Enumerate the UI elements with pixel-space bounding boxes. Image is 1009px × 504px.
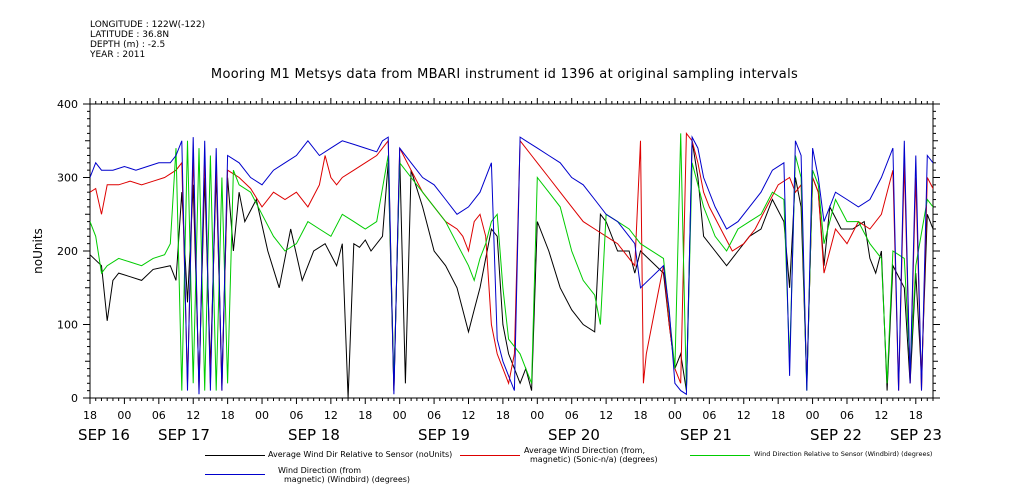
latitude-label: LATITUDE : 36.8N (90, 30, 170, 40)
x-hour-label: 06 (702, 409, 716, 422)
x-hour-label: 12 (186, 409, 200, 422)
legend-label-blue-1: Wind Direction (from (278, 466, 362, 475)
x-hour-label: 06 (565, 409, 579, 422)
longitude-label: LONGITUDE : 122W(-122) (90, 20, 206, 30)
x-hour-label: 00 (530, 409, 544, 422)
x-day-label: SEP 17 (158, 426, 210, 444)
legend-label-green: Wind Direction Relative to Sensor (Windb… (754, 450, 933, 458)
x-day-label: SEP 23 (890, 426, 942, 444)
legend-label-red-1: Average Wind Direction (from, (524, 446, 646, 455)
x-day-label: SEP 18 (288, 426, 340, 444)
x-hour-label: 12 (324, 409, 338, 422)
x-hour-label: 18 (358, 409, 372, 422)
x-hour-label: 00 (668, 409, 682, 422)
series-line-4 (90, 135, 933, 396)
y-tick-label: 300 (57, 172, 78, 185)
chart-title: Mooring M1 Metsys data from MBARI instru… (210, 67, 799, 82)
legend-swatch-green (690, 455, 750, 456)
year-label: YEAR : 2011 (90, 50, 146, 60)
y-tick-label: 0 (71, 392, 78, 405)
x-day-label: SEP 21 (680, 426, 732, 444)
x-hour-label: 00 (117, 409, 131, 422)
metadata-block: LONGITUDE : 122W(-122) LATITUDE : 36.8N … (90, 20, 205, 60)
x-day-label: SEP 19 (418, 426, 470, 444)
legend-swatch-red (460, 455, 520, 456)
x-day-label: SEP 22 (810, 426, 862, 444)
legend-label-red-2: magnetic) (Sonic-n/a) (degrees) (530, 455, 658, 464)
x-hour-label: 06 (840, 409, 854, 422)
x-hour-label: 12 (599, 409, 613, 422)
x-hour-label: 18 (496, 409, 510, 422)
y-tick-label: 400 (57, 98, 78, 111)
x-day-label: SEP 20 (548, 426, 600, 444)
y-axis-label: noUnits (31, 228, 45, 274)
x-hour-label: 18 (83, 409, 97, 422)
x-hour-label: 06 (427, 409, 441, 422)
x-hour-label: 00 (255, 409, 269, 422)
x-hour-label: 06 (152, 409, 166, 422)
legend-swatch-black (205, 455, 265, 456)
y-tick-label: 100 (57, 319, 78, 332)
x-hour-label: 18 (221, 409, 235, 422)
x-hour-label: 12 (737, 409, 751, 422)
depth-label: DEPTH (m) : -2.5 (90, 40, 166, 50)
x-hour-label: 18 (771, 409, 785, 422)
y-tick-label: 200 (57, 245, 78, 258)
series-line-2 (90, 131, 933, 391)
series-line-1 (90, 140, 933, 398)
x-hour-label: 00 (806, 409, 820, 422)
x-day-label: SEP 16 (78, 426, 130, 444)
x-hour-label: 12 (461, 409, 475, 422)
legend-label-blue-2: magnetic) (Windbird) (degrees) (284, 475, 411, 484)
x-hour-label: 06 (289, 409, 303, 422)
x-hour-label: 18 (634, 409, 648, 422)
legend-swatch-blue (205, 474, 265, 475)
legend-label-black: Average Wind Dir Relative to Sensor (noU… (268, 450, 453, 459)
x-hour-label: 18 (909, 409, 923, 422)
x-hour-label: 00 (393, 409, 407, 422)
x-hour-label: 12 (874, 409, 888, 422)
series-line-3 (90, 133, 933, 391)
